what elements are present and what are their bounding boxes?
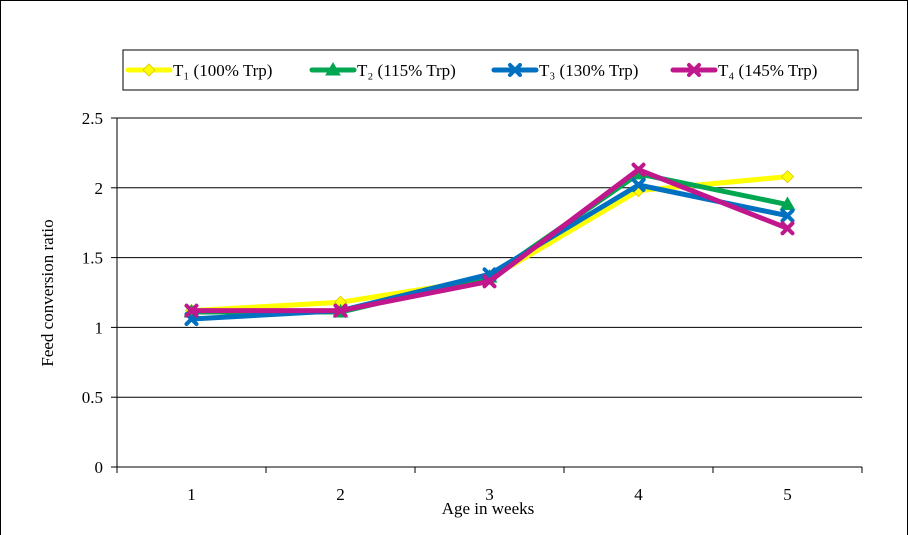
legend-marker [508, 63, 522, 77]
gridlines [117, 117, 862, 398]
series-line [189, 167, 790, 314]
legend: T₁ (100% Trp) T₂ (115% Trp) T₃ (130% Trp) T… [122, 49, 859, 91]
x-tick-label: 3 [485, 485, 494, 504]
series-4 [184, 162, 795, 318]
series-line [189, 182, 790, 322]
data-point [780, 208, 795, 223]
x-tick-label: 5 [783, 485, 792, 504]
y-tick-label: 0 [95, 458, 104, 477]
x-tick-label: 2 [336, 485, 345, 504]
data-point [333, 303, 348, 318]
data-point [780, 170, 795, 184]
series-3 [184, 178, 795, 327]
data-point [631, 162, 646, 177]
y-tick-label: 1 [95, 318, 104, 337]
x-tick-labels: 1 2 3 4 5 [187, 485, 792, 504]
legend-box [122, 49, 859, 91]
y-tick-label: 1.5 [82, 249, 103, 268]
legend-label: T₃ (130% Trp) [539, 61, 638, 80]
x-tick-label: 4 [634, 485, 643, 504]
y-tick-labels: 0 0.5 1 1.5 2 2.5 [82, 109, 103, 477]
data-point [780, 221, 795, 236]
series-group [183, 162, 796, 327]
y-tick-label: 0.5 [82, 388, 103, 407]
data-point [631, 178, 646, 193]
y-tick-label: 2.5 [82, 109, 103, 128]
legend-label: T₄ (145% Trp) [718, 61, 817, 80]
x-axis-label: Age in weeks [442, 499, 535, 518]
series-2 [183, 165, 796, 318]
legend-marker [325, 62, 341, 76]
axes [111, 117, 863, 473]
data-point [482, 274, 497, 289]
data-point [779, 196, 796, 211]
legend-marker [142, 63, 156, 77]
legend-label: T₁ (100% Trp) [173, 61, 272, 80]
x-tick-label: 1 [187, 485, 196, 504]
legend-marker [687, 63, 701, 77]
y-tick-label: 2 [95, 179, 104, 198]
legend-label: T₂ (115% Trp) [357, 61, 456, 80]
y-axis-label: Feed conversion ratio [38, 219, 57, 366]
data-point [184, 303, 199, 318]
